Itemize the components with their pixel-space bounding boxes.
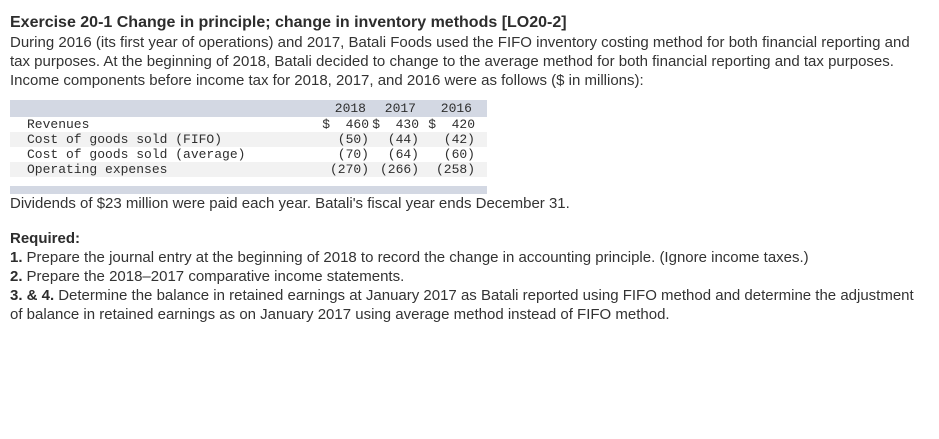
table-footer-band bbox=[10, 186, 487, 194]
table-gap bbox=[10, 177, 487, 186]
cell-value: (266) bbox=[379, 162, 419, 177]
required-item-1: 1. Prepare the journal entry at the begin… bbox=[10, 248, 925, 267]
year-header-2018: 2018 bbox=[334, 101, 366, 116]
income-components-paragraph: Income components before income tax for … bbox=[10, 72, 644, 89]
row-label: Revenues bbox=[27, 117, 90, 132]
required-item-3-4: 3. & 4. Determine the balance in retained… bbox=[10, 286, 925, 324]
row-label: Cost of goods sold (average) bbox=[27, 147, 246, 162]
required-item-number: 3. & 4. bbox=[10, 287, 55, 304]
table-row: Cost of goods sold (average) (70) (64) (… bbox=[10, 147, 487, 162]
exercise-page: Exercise 20-1 Change in principle; chang… bbox=[0, 13, 939, 324]
required-item-number: 2. bbox=[10, 268, 23, 285]
row-label: Cost of goods sold (FIFO) bbox=[27, 132, 223, 147]
cell-value: $ 460 bbox=[322, 117, 369, 132]
cell-value: $ 430 bbox=[372, 117, 419, 132]
cell-value: (270) bbox=[329, 162, 369, 177]
table-row: Operating expenses (270) (266) (258) bbox=[10, 162, 487, 177]
year-header-2016: 2016 bbox=[440, 101, 472, 116]
table-header-row: 2018 2017 2016 bbox=[10, 100, 487, 117]
cell-value: (64) bbox=[387, 147, 419, 162]
required-item-text: Prepare the 2018–2017 comparative income… bbox=[26, 268, 405, 285]
page-title: Exercise 20-1 Change in principle; chang… bbox=[10, 14, 567, 31]
cell-value: (44) bbox=[387, 132, 419, 147]
cell-value: (70) bbox=[337, 147, 369, 162]
table-row: Cost of goods sold (FIFO) (50) (44) (42) bbox=[10, 132, 487, 147]
table-row: Revenues $ 460 $ 430 $ 420 bbox=[10, 117, 487, 132]
cell-value: (50) bbox=[337, 132, 369, 147]
required-item-text: Prepare the journal entry at the beginni… bbox=[26, 249, 809, 266]
required-heading: Required: bbox=[10, 230, 81, 247]
required-item-number: 1. bbox=[10, 249, 23, 266]
required-section: Required: 1. Prepare the journal entry at… bbox=[10, 229, 925, 324]
required-item-text: Determine the balance in retained earnin… bbox=[10, 287, 914, 323]
year-header-2017: 2017 bbox=[384, 101, 416, 116]
income-components-table: 2018 2017 2016 Revenues $ 460 $ 430 $ 42… bbox=[10, 100, 487, 194]
required-item-2: 2. Prepare the 2018–2017 comparative inco… bbox=[10, 267, 925, 286]
cell-value: (60) bbox=[443, 147, 475, 162]
dividends-paragraph: Dividends of $23 million were paid each … bbox=[10, 195, 570, 212]
cell-value: $ 420 bbox=[428, 117, 475, 132]
intro-paragraph: During 2016 (its first year of operation… bbox=[10, 34, 910, 70]
table-header-label-cell bbox=[10, 100, 321, 117]
row-label: Operating expenses bbox=[27, 162, 168, 177]
cell-value: (258) bbox=[435, 162, 475, 177]
cell-value: (42) bbox=[443, 132, 475, 147]
